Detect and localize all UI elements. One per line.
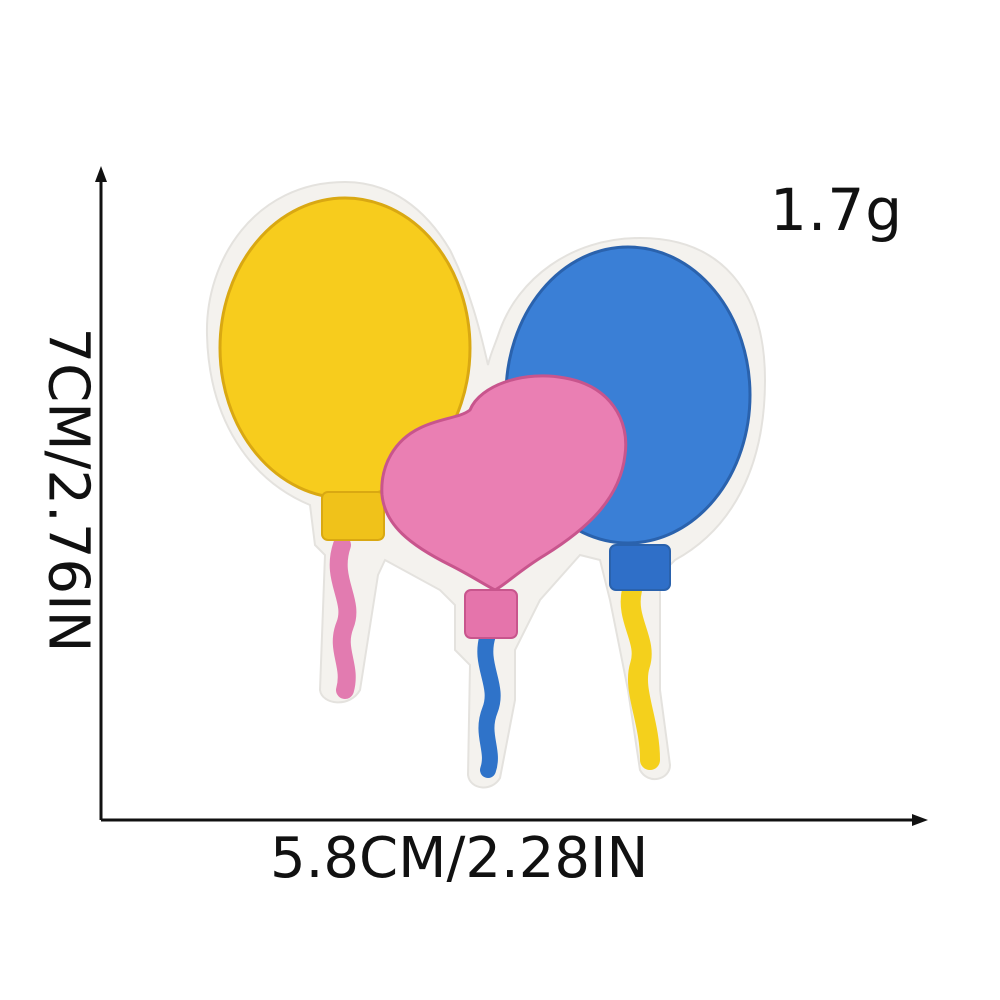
dimension-axes: [95, 166, 928, 826]
blue-balloon-knot: [609, 544, 671, 591]
vertical-axis-arrow: [95, 166, 107, 182]
yellow-string: [620, 580, 660, 770]
pink-balloon-knot: [464, 589, 518, 639]
pink-string: [329, 536, 357, 699]
yellow-balloon-knot: [321, 491, 385, 541]
blue-string: [477, 627, 501, 778]
height-label: 7CM/2.76IN: [35, 327, 101, 653]
yellow-balloon: [218, 196, 472, 541]
horizontal-axis-arrow: [912, 814, 928, 826]
pink-balloon: [380, 374, 628, 639]
weight-label: 1.7g: [770, 176, 904, 244]
balloon-strings: [329, 536, 660, 778]
width-label: 5.8CM/2.28IN: [270, 826, 649, 891]
